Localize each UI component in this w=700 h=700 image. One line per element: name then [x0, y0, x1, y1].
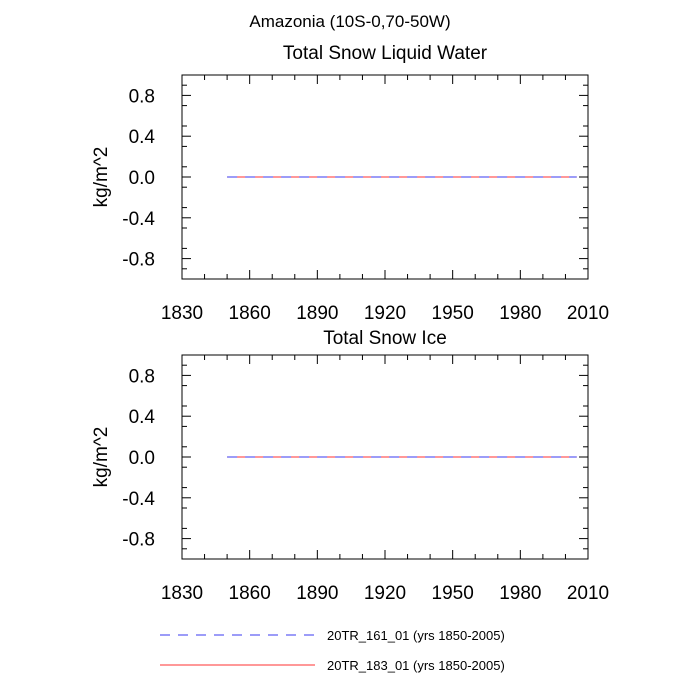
x-tick-label: 2010 — [567, 583, 609, 604]
x-tick-label: 1920 — [364, 583, 406, 604]
y-tick-label: -0.4 — [122, 209, 155, 230]
y-tick-label: 0.4 — [129, 407, 156, 428]
x-tick-label: 1860 — [229, 583, 271, 604]
y-tick-label: 0.4 — [129, 127, 156, 148]
x-tick-label: 1920 — [364, 303, 406, 324]
x-tick-label: 1860 — [229, 303, 271, 324]
x-tick-label: 1830 — [161, 583, 203, 604]
x-tick-label: 1830 — [161, 303, 203, 324]
y-tick-label: 0.8 — [129, 366, 155, 387]
figure-title: Amazonia (10S-0,70-50W) — [249, 12, 450, 31]
y-axis-label: kg/m^2 — [91, 427, 112, 488]
panel-title: Total Snow Liquid Water — [283, 43, 488, 64]
legend: 20TR_161_01 (yrs 1850-2005) 20TR_183_01 … — [160, 628, 505, 673]
legend-label-series-2: 20TR_183_01 (yrs 1850-2005) — [327, 658, 505, 673]
legend-label-series-1: 20TR_161_01 (yrs 1850-2005) — [327, 628, 505, 643]
y-axis-label: kg/m^2 — [91, 147, 112, 208]
x-tick-label: 1980 — [499, 583, 541, 604]
x-tick-label: 1890 — [296, 583, 338, 604]
y-tick-label: -0.4 — [122, 489, 155, 510]
x-tick-label: 1950 — [432, 303, 474, 324]
x-tick-label: 1980 — [499, 303, 541, 324]
panel-title: Total Snow Ice — [323, 328, 447, 349]
y-tick-label: -0.8 — [122, 530, 155, 551]
panel-snow-liquid-water: Total Snow Liquid Water kg/m^2 1830 1860 189… — [91, 43, 609, 324]
x-tick-label: 2010 — [567, 303, 609, 324]
y-tick-label: 0.0 — [129, 448, 155, 469]
x-tick-label: 1950 — [432, 583, 474, 604]
panel-snow-ice: Total Snow Ice kg/m^2 1830 1860 1890 1920 1950… — [91, 328, 609, 604]
y-tick-label: 0.8 — [129, 86, 155, 107]
y-tick-label: 0.0 — [129, 168, 155, 189]
x-tick-label: 1890 — [296, 303, 338, 324]
y-tick-label: -0.8 — [122, 250, 155, 271]
